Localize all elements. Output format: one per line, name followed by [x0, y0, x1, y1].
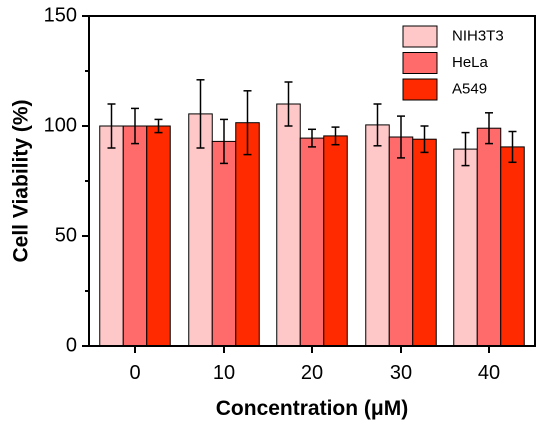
- error-bar-hela-10: [220, 118, 228, 165]
- ticks-layer: 0 50 100 150 0 10 20 30 40: [44, 4, 501, 384]
- legend-swatch: [402, 52, 438, 74]
- bar-nih3t3-20: [276, 103, 301, 347]
- legend-item-nih3t3: NIH3T3: [402, 25, 504, 48]
- bar-a549-20: [323, 135, 348, 347]
- bar-a549-40: [500, 146, 525, 347]
- y-tick-label-150: 150: [44, 4, 77, 26]
- error-bar-a549-30: [420, 125, 429, 154]
- bar-a549-0: [146, 125, 171, 347]
- x-tick-label-40: 40: [478, 362, 500, 384]
- error-bar-a549-40: [508, 130, 517, 164]
- error-bar-a549-10: [243, 90, 252, 156]
- error-bar-nih3t3-40: [461, 131, 470, 167]
- y-tick-label-100: 100: [44, 114, 77, 136]
- x-tick-label-20: 20: [301, 362, 323, 384]
- error-bar-a549-0: [154, 118, 163, 134]
- y-axis-title: Cell Viability (%): [10, 100, 33, 263]
- legend-label: NIH3T3: [452, 27, 504, 44]
- bars-layer: [99, 103, 525, 347]
- bar-hela-10: [211, 140, 237, 347]
- legend: NIH3T3 HeLa A549: [402, 25, 504, 101]
- bar-nih3t3-30: [365, 124, 390, 347]
- legend-label: HeLa: [452, 54, 489, 71]
- error-bar-hela-20: [308, 128, 316, 148]
- error-bar-nih3t3-0: [107, 103, 116, 149]
- bar-hela-30: [388, 136, 414, 347]
- error-bar-hela-30: [397, 115, 405, 159]
- error-bar-hela-0: [131, 107, 139, 145]
- y-tick-label-50: 50: [55, 224, 77, 246]
- error-bar-hela-40: [485, 112, 493, 145]
- bar-hela-0: [122, 125, 148, 347]
- error-bar-a549-20: [331, 126, 340, 146]
- bar-a549-30: [412, 138, 437, 347]
- error-bar-nih3t3-20: [284, 81, 293, 127]
- x-tick-label-0: 0: [129, 362, 140, 384]
- bar-a549-10: [235, 122, 260, 347]
- x-tick-label-30: 30: [390, 362, 412, 384]
- error-bars-layer: [107, 79, 517, 167]
- legend-item-hela: HeLa: [402, 52, 489, 74]
- bar-nih3t3-0: [99, 125, 124, 347]
- y-tick-label-0: 0: [66, 334, 77, 356]
- legend-item-a549: A549: [402, 78, 487, 101]
- x-tick-label-10: 10: [213, 362, 235, 384]
- bar-hela-20: [299, 137, 325, 347]
- error-bar-nih3t3-30: [373, 103, 382, 147]
- bar-hela-40: [476, 127, 502, 347]
- legend-swatch: [402, 78, 438, 101]
- legend-swatch: [402, 25, 438, 48]
- legend-label: A549: [452, 80, 487, 97]
- bar-nih3t3-40: [453, 148, 478, 347]
- error-bar-nih3t3-10: [196, 79, 205, 149]
- x-axis-title: Concentration (μM): [216, 397, 409, 420]
